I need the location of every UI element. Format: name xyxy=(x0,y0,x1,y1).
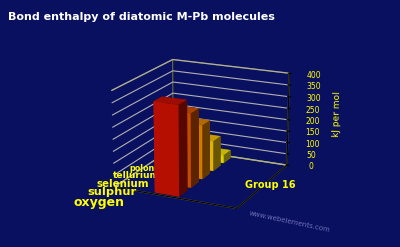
Text: Bond enthalpy of diatomic M-Pb molecules: Bond enthalpy of diatomic M-Pb molecules xyxy=(8,12,275,22)
Text: www.webelements.com: www.webelements.com xyxy=(248,210,330,233)
